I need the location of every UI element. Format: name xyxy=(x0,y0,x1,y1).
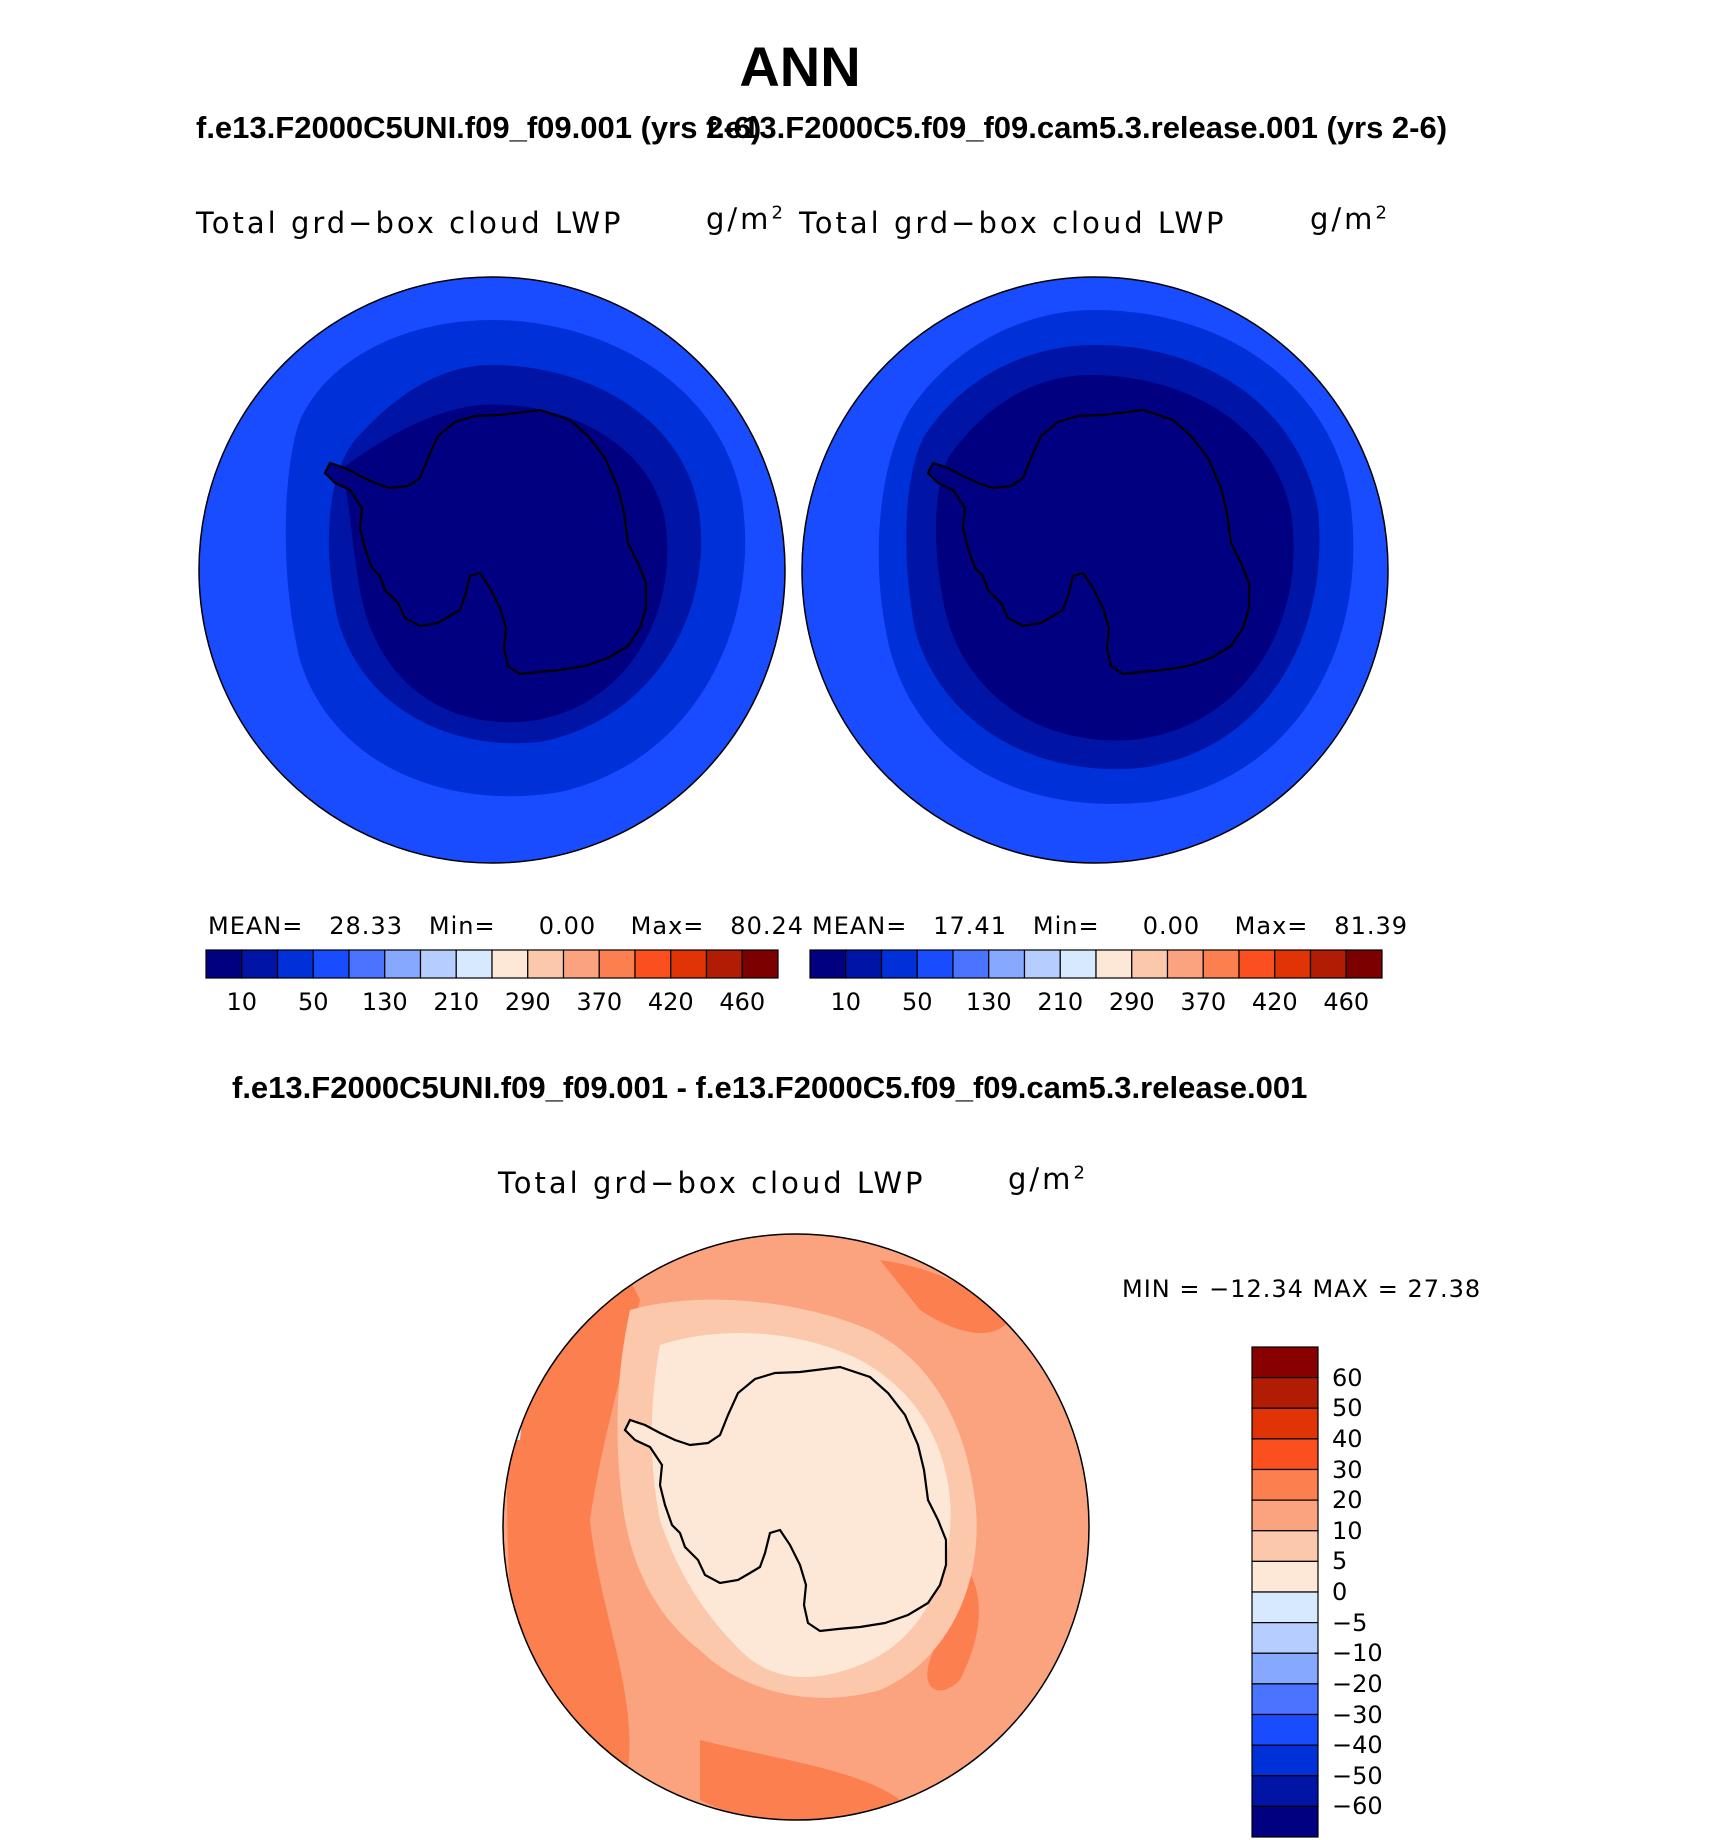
colorbar-tick-label: 50 xyxy=(297,988,329,1016)
colorbar-tick-label: 460 xyxy=(1323,988,1370,1016)
colorbar-swatch xyxy=(1274,949,1312,979)
difference-title: f.e13.F2000C5UNI.f09_f09.001 - f.e13.F20… xyxy=(232,1070,1308,1105)
panel-2-colorbar xyxy=(809,949,1383,979)
colorbar-swatch xyxy=(1251,1499,1319,1532)
colorbar-swatch xyxy=(276,949,314,979)
colorbar-tick-label: 370 xyxy=(576,988,623,1016)
colorbar-swatch xyxy=(1251,1530,1319,1562)
colorbar-swatch xyxy=(1251,1713,1319,1746)
panel-2-map xyxy=(801,276,1389,864)
colorbar-swatch xyxy=(1251,1468,1319,1501)
main-title: ANN xyxy=(739,35,861,98)
colorbar-swatch xyxy=(1251,1377,1319,1409)
colorbar-swatch xyxy=(312,949,350,979)
panel-1-colorbar xyxy=(205,949,779,979)
colorbar-tick-label: 30 xyxy=(1332,1455,1363,1484)
colorbar-tick-label: 370 xyxy=(1180,988,1227,1016)
colorbar-swatch xyxy=(1251,1683,1319,1716)
colorbar-tick-label: 20 xyxy=(1332,1486,1363,1515)
colorbar-tick-label: 50 xyxy=(901,988,933,1016)
colorbar-swatch xyxy=(455,949,493,979)
colorbar-swatch xyxy=(527,949,565,979)
colorbar-swatch xyxy=(1059,949,1097,979)
difference-colorbar xyxy=(1251,1346,1319,1838)
colorbar-tick-label: 10 xyxy=(1332,1516,1363,1545)
colorbar-tick-label: −30 xyxy=(1332,1700,1383,1729)
colorbar-swatch xyxy=(845,949,883,979)
colorbar-swatch xyxy=(1238,949,1276,979)
colorbar-tick-label: 130 xyxy=(965,988,1012,1016)
colorbar-swatch xyxy=(670,949,708,979)
difference-field-label: Total grd−box cloud LWP xyxy=(498,1166,926,1200)
panel-2-field-label: Total grd−box cloud LWP xyxy=(799,206,1227,240)
colorbar-tick-label: 210 xyxy=(1037,988,1084,1016)
panel-1-stats: MEAN= 28.33 Min= 0.00 Max= 80.24 xyxy=(208,912,805,940)
colorbar-swatch xyxy=(384,949,422,979)
colorbar-swatch xyxy=(1251,1407,1319,1440)
colorbar-swatch xyxy=(1251,1775,1319,1807)
colorbar-swatch xyxy=(1251,1622,1319,1654)
colorbar-swatch xyxy=(419,949,457,979)
colorbar-tick-label: −10 xyxy=(1332,1639,1383,1668)
colorbar-tick-label: −50 xyxy=(1332,1761,1383,1790)
colorbar-tick-label: 10 xyxy=(830,988,862,1016)
colorbar-swatch xyxy=(880,949,918,979)
colorbar-tick-label: −40 xyxy=(1332,1731,1383,1760)
colorbar-swatch xyxy=(1251,1346,1319,1379)
colorbar-swatch xyxy=(205,949,243,979)
colorbar-tick-label: 290 xyxy=(1108,988,1155,1016)
colorbar-swatch xyxy=(1166,949,1204,979)
colorbar-swatch xyxy=(1251,1591,1319,1624)
colorbar-swatch xyxy=(916,949,954,979)
colorbar-tick-label: 5 xyxy=(1332,1547,1348,1576)
difference-map xyxy=(502,1233,1090,1821)
colorbar-swatch xyxy=(1251,1652,1319,1685)
colorbar-swatch xyxy=(1095,949,1133,979)
colorbar-tick-label: 460 xyxy=(719,988,766,1016)
difference-units: g/m2 xyxy=(1008,1162,1088,1196)
colorbar-swatch xyxy=(1023,949,1061,979)
colorbar-tick-label: 210 xyxy=(433,988,480,1016)
colorbar-tick-label: 0 xyxy=(1332,1578,1348,1606)
colorbar-tick-label: 50 xyxy=(1332,1394,1363,1423)
colorbar-swatch xyxy=(1131,949,1169,979)
colorbar-tick-label: 420 xyxy=(647,988,694,1016)
colorbar-swatch xyxy=(1251,1805,1319,1838)
colorbar-swatch xyxy=(1345,949,1383,979)
colorbar-tick-label: −20 xyxy=(1332,1669,1383,1698)
colorbar-tick-label: 130 xyxy=(361,988,408,1016)
difference-minmax: MIN = −12.34 MAX = 27.38 xyxy=(1122,1275,1482,1303)
colorbar-tick-label: 420 xyxy=(1251,988,1298,1016)
colorbar-swatch xyxy=(348,949,386,979)
panel-2-stats: MEAN= 17.41 Min= 0.00 Max= 81.39 xyxy=(812,912,1409,940)
panel-1-case-title: f.e13.F2000C5UNI.f09_f09.001 (yrs 2-6) xyxy=(196,110,762,145)
colorbar-tick-label: 10 xyxy=(226,988,258,1016)
colorbar-swatch xyxy=(241,949,279,979)
colorbar-tick-label: 60 xyxy=(1332,1363,1363,1392)
panel-2-case-title: f.e13.F2000C5.f09_f09.cam5.3.release.001… xyxy=(706,110,1448,145)
panel-1-field-label: Total grd−box cloud LWP xyxy=(196,206,624,240)
colorbar-swatch xyxy=(741,949,779,979)
colorbar-swatch xyxy=(1251,1438,1319,1471)
colorbar-tick-label: 290 xyxy=(504,988,551,1016)
panel-1-units: g/m2 xyxy=(706,202,786,236)
colorbar-tick-label: 40 xyxy=(1332,1424,1363,1453)
colorbar-swatch xyxy=(705,949,743,979)
colorbar-swatch xyxy=(1202,949,1240,979)
colorbar-swatch xyxy=(809,949,847,979)
colorbar-tick-label: −60 xyxy=(1332,1792,1383,1821)
colorbar-swatch xyxy=(988,949,1026,979)
colorbar-swatch xyxy=(634,949,672,979)
colorbar-swatch xyxy=(1251,1744,1319,1777)
colorbar-swatch xyxy=(1309,949,1347,979)
colorbar-swatch xyxy=(952,949,990,979)
colorbar-swatch xyxy=(562,949,600,979)
colorbar-swatch xyxy=(1251,1560,1319,1593)
colorbar-swatch xyxy=(598,949,636,979)
colorbar-swatch xyxy=(491,949,529,979)
colorbar-tick-label: −5 xyxy=(1332,1608,1368,1637)
panel-2-units: g/m2 xyxy=(1310,202,1390,236)
panel-1-map xyxy=(198,276,786,864)
